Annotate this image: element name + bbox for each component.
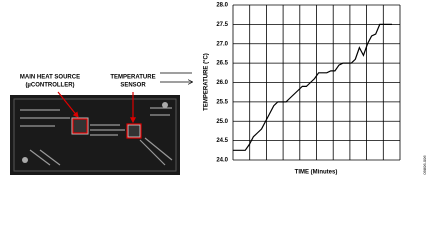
pcb-photo — [10, 95, 180, 175]
arrow — [160, 72, 192, 82]
y-tick-label: 26.0 — [216, 80, 228, 86]
label: MAIN HEAT SOURCE — [20, 75, 80, 81]
y-tick-label: 24.0 — [216, 158, 228, 164]
y-tick-label: 28.0 — [216, 3, 228, 9]
x-axis-label: TIME (Minutes) — [295, 170, 338, 176]
y-tick-label: 27.0 — [216, 41, 228, 47]
figure: MAIN HEAT SOURCE (µCONTROLLER) TEMPERATU… — [10, 3, 427, 176]
label: TEMPERATURE — [110, 75, 155, 81]
label: SENSOR — [120, 83, 146, 89]
y-tick-label: 27.5 — [216, 22, 228, 28]
label: (µCONTROLLER) — [25, 83, 74, 89]
y-tick-label: 26.5 — [216, 61, 228, 67]
y-tick-label: 24.5 — [216, 138, 228, 144]
figure-id: 09806-006 — [422, 155, 427, 175]
data-line — [233, 23, 392, 151]
y-tick-label: 25.5 — [216, 99, 228, 105]
pointer — [57, 91, 79, 118]
y-tick-label: 25.0 — [216, 119, 228, 125]
y-axis-label: TEMPERATURE (°C) — [204, 53, 210, 111]
